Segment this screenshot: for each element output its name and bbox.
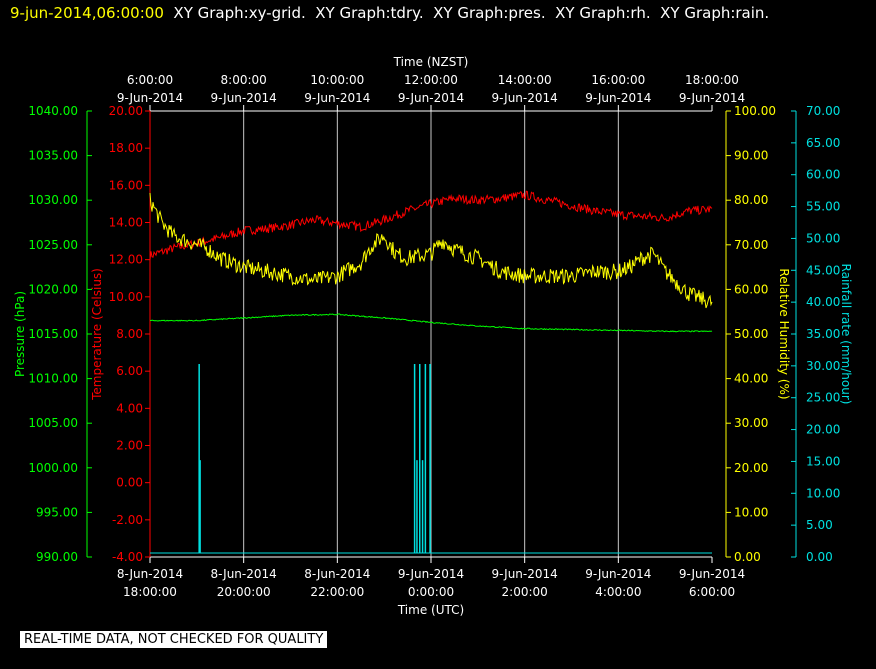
quality-notice: REAL-TIME DATA, NOT CHECKED FOR QUALITY xyxy=(20,631,328,648)
top-tick-time: 12:00:00 xyxy=(404,73,458,87)
bottom-tick-time: 4:00:00 xyxy=(595,585,641,599)
temperature-tick-label: -2.00 xyxy=(112,513,143,527)
top-tick-date: 9-Jun-2014 xyxy=(398,91,464,105)
top-axis-label: Time (NZST) xyxy=(393,55,469,69)
pressure-tick-label: 1020.00 xyxy=(28,282,78,296)
bottom-tick-time: 2:00:00 xyxy=(502,585,548,599)
temperature-tick-label: 14.00 xyxy=(109,216,143,230)
top-tick-time: 18:00:00 xyxy=(685,73,739,87)
rain-tick-label: 70.00 xyxy=(806,104,840,118)
rain-tick-label: 25.00 xyxy=(806,391,840,405)
top-tick-date: 9-Jun-2014 xyxy=(679,91,745,105)
pressure-tick-label: 1030.00 xyxy=(28,193,78,207)
humidity-tick-label: 10.00 xyxy=(734,505,768,519)
top-tick-time: 8:00:00 xyxy=(221,73,267,87)
rain-tick-label: 5.00 xyxy=(806,518,833,532)
pressure-tick-label: 1000.00 xyxy=(28,461,78,475)
temperature-tick-label: -4.00 xyxy=(112,550,143,564)
pressure-tick-label: 995.00 xyxy=(36,505,78,519)
pressure-tick-label: 1005.00 xyxy=(28,416,78,430)
bottom-tick-time: 20:00:00 xyxy=(217,585,271,599)
temperature-tick-label: 18.00 xyxy=(109,141,143,155)
bottom-tick-date: 8-Jun-2014 xyxy=(304,567,370,581)
bottom-tick-date: 8-Jun-2014 xyxy=(117,567,183,581)
bottom-tick-time: 18:00:00 xyxy=(123,585,177,599)
temperature-tick-label: 10.00 xyxy=(109,290,143,304)
pressure-tick-label: 990.00 xyxy=(36,550,78,564)
rain-tick-label: 50.00 xyxy=(806,231,840,245)
rain-tick-label: 40.00 xyxy=(806,295,840,309)
pressure-series-line xyxy=(149,313,713,333)
rain-tick-label: 55.00 xyxy=(806,200,840,214)
temperature-tick-label: 16.00 xyxy=(109,178,143,192)
bottom-tick-date: 9-Jun-2014 xyxy=(679,567,745,581)
humidity-tick-label: 60.00 xyxy=(734,282,768,296)
rain-tick-label: 10.00 xyxy=(806,486,840,500)
bottom-tick-date: 9-Jun-2014 xyxy=(492,567,558,581)
temperature-tick-label: 6.00 xyxy=(116,364,143,378)
bottom-tick-date: 9-Jun-2014 xyxy=(398,567,464,581)
rain-tick-label: 30.00 xyxy=(806,359,840,373)
temperature-tick-label: 2.00 xyxy=(116,439,143,453)
top-tick-date: 9-Jun-2014 xyxy=(117,91,183,105)
header-titles: XY Graph:xy-grid. XY Graph:tdry. XY Grap… xyxy=(173,4,770,22)
top-tick-date: 9-Jun-2014 xyxy=(304,91,370,105)
pressure-tick-label: 1040.00 xyxy=(28,104,78,118)
rain-tick-label: 65.00 xyxy=(806,136,840,150)
temperature-tick-label: 8.00 xyxy=(116,327,143,341)
top-tick-time: 14:00:00 xyxy=(498,73,552,87)
pressure-tick-label: 1015.00 xyxy=(28,327,78,341)
temperature-tick-label: 12.00 xyxy=(109,253,143,267)
chart-header: 9-jun-2014,06:00:00 XY Graph:xy-grid. XY… xyxy=(10,4,769,22)
rain-tick-label: 45.00 xyxy=(806,263,840,277)
top-tick-time: 6:00:00 xyxy=(127,73,173,87)
bottom-tick-time: 22:00:00 xyxy=(310,585,364,599)
humidity-tick-label: 30.00 xyxy=(734,416,768,430)
bottom-tick-date: 8-Jun-2014 xyxy=(211,567,277,581)
humidity-tick-label: 100.00 xyxy=(734,104,776,118)
top-tick-time: 10:00:00 xyxy=(310,73,364,87)
rain-tick-label: 60.00 xyxy=(806,168,840,182)
bottom-axis-label: Time (UTC) xyxy=(397,603,464,617)
top-tick-date: 9-Jun-2014 xyxy=(585,91,651,105)
humidity-tick-label: 90.00 xyxy=(734,149,768,163)
humidity-tick-label: 80.00 xyxy=(734,193,768,207)
temperature-tick-label: 4.00 xyxy=(116,401,143,415)
header-date-time: 9-jun-2014,06:00:00 xyxy=(10,4,164,22)
pressure-tick-label: 1025.00 xyxy=(28,238,78,252)
top-tick-date: 9-Jun-2014 xyxy=(211,91,277,105)
humidity-tick-label: 50.00 xyxy=(734,327,768,341)
top-tick-date: 9-Jun-2014 xyxy=(492,91,558,105)
rain-tick-label: 15.00 xyxy=(806,454,840,468)
temperature-tick-label: 0.00 xyxy=(116,476,143,490)
humidity-tick-label: 70.00 xyxy=(734,238,768,252)
humidity-axis-title: Relative Humidity (%) xyxy=(777,268,791,399)
temperature-tick-label: 20.00 xyxy=(109,104,143,118)
rain-axis-title: Rainfall rate (mm/hour) xyxy=(839,264,853,405)
top-tick-time: 16:00:00 xyxy=(591,73,645,87)
pressure-tick-label: 1035.00 xyxy=(28,149,78,163)
rain-tick-label: 20.00 xyxy=(806,423,840,437)
pressure-axis-title: Pressure (hPa) xyxy=(13,291,27,377)
bottom-tick-time: 6:00:00 xyxy=(689,585,735,599)
humidity-tick-label: 20.00 xyxy=(734,461,768,475)
humidity-tick-label: 40.00 xyxy=(734,372,768,386)
bottom-tick-time: 0:00:00 xyxy=(408,585,454,599)
pressure-tick-label: 1010.00 xyxy=(28,372,78,386)
humidity-tick-label: 0.00 xyxy=(734,550,761,564)
temperature-axis-title: Temperature (Celsius) xyxy=(90,268,104,401)
rain-tick-label: 35.00 xyxy=(806,327,840,341)
temperature-series-line xyxy=(149,190,713,261)
rain-tick-label: 0.00 xyxy=(806,550,833,564)
bottom-tick-date: 9-Jun-2014 xyxy=(585,567,651,581)
humidity-series-line xyxy=(149,192,713,309)
